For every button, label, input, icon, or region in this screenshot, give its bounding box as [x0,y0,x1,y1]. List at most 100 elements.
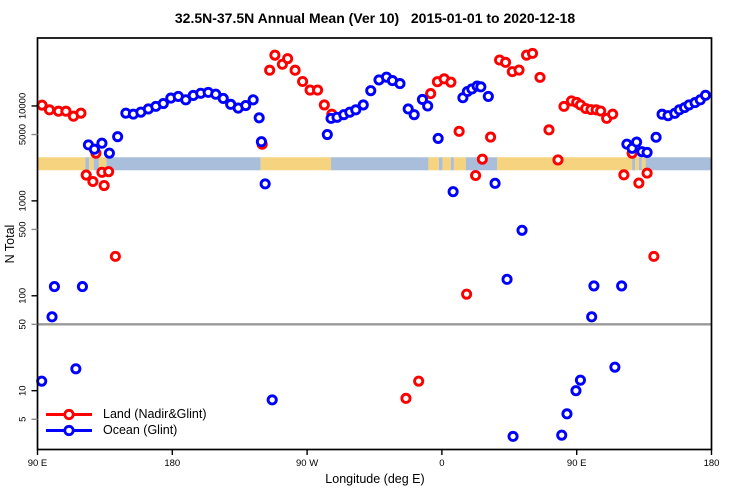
land-band-segment [260,157,332,171]
ocean-data-point [266,394,278,406]
land-data-point [633,177,645,189]
ocean-data-point [641,146,653,158]
ocean-data-point [365,85,377,97]
ocean-band-segment [331,157,429,171]
land-data-point [526,47,539,59]
ocean-data-point [609,361,621,373]
ocean-data-point [432,132,444,144]
land-band-segment [453,157,466,171]
land-data-point [289,64,301,76]
land-data-point [534,71,546,83]
land-data-point [425,88,437,100]
ocean-data-point [357,99,369,111]
ocean-data-point [350,104,362,116]
y-tick-label: 5000 [18,124,29,145]
land-band-segment [497,157,633,171]
land-band-segment [89,157,94,171]
ocean-data-point [501,273,513,285]
land-band-segment [641,157,646,171]
land-data-point [461,288,473,300]
ocean-data-point [650,131,662,143]
legend-item-ocean: Ocean (Glint) [44,422,207,438]
y-tick-label: 1000 [18,190,29,211]
ocean-data-point [570,385,582,397]
ocean-data-point [394,78,406,90]
y-tick-label: 10 [18,385,29,396]
ocean-data-point [247,94,259,106]
x-tick-label: 90 E [28,458,48,469]
x-tick-label: 0 [439,458,444,469]
ocean-data-point [631,136,643,148]
ocean-data-point [36,375,48,387]
x-tick-label: 180 [164,458,180,469]
land-data-point [513,64,525,76]
x-tick-label: 90 W [296,458,318,469]
legend-label-ocean: Ocean (Glint) [103,422,178,437]
ocean-data-point [255,136,267,148]
legend-item-land: Land (Nadir&Glint) [44,406,207,422]
plot-frame [36,37,713,451]
ocean-band-segment [638,157,642,171]
land-data-point [485,131,497,143]
land-band-segment [37,157,86,171]
ocean-data-point [46,311,58,323]
land-data-point [552,154,564,166]
land-data-point [413,375,425,387]
ocean-data-point [586,311,598,323]
ocean-band-segment [450,157,454,171]
land-data-point [43,104,56,116]
ocean-data-point [561,408,573,420]
land-band-segment [428,157,439,171]
land-data-point [470,169,482,182]
land-data-point [297,75,309,88]
land-data-point [318,99,330,111]
land-data-point [103,166,115,178]
x-axis-label: Longitude (deg E) [325,472,425,486]
land-data-point [453,125,465,137]
ocean-band-segment [438,157,443,171]
ocean-data-point [76,281,88,293]
land-data-point [282,53,294,65]
chart-title: 32.5N-37.5N Annual Mean (Ver 10) 2015-01… [174,10,576,26]
land-data-point [618,169,630,181]
land-data-point [400,392,412,404]
ocean-data-point [507,430,519,442]
land-data-point [558,100,570,112]
ocean-data-point [157,98,169,110]
land-data-point [98,179,110,192]
ocean-data-point [88,143,100,155]
ocean-data-point [616,280,628,292]
ocean-data-point [574,374,586,386]
land-data-point [75,107,87,119]
y-tick-label: 10000 [18,93,29,119]
land-data-point [109,250,121,262]
x-tick-label: 180 [704,458,720,469]
ocean-data-point [103,147,115,159]
land-band-segment [635,157,639,171]
land-data-point [445,76,457,88]
land-data-point [476,153,488,165]
ocean-band-segment [85,157,90,171]
land-data-point [595,105,607,117]
legend-label-land: Land (Nadir&Glint) [103,406,207,421]
land-data-point [87,175,99,188]
ocean-data-point [516,224,528,236]
land-data-point [80,169,92,181]
ocean-band-segment [106,157,261,171]
land-data-point [264,64,276,76]
ocean-data-point [447,186,459,198]
land-data-point [543,124,555,136]
land-series-symbol [46,408,92,420]
ocean-data-point [699,89,712,101]
land-band-segment [98,157,107,171]
ocean-data-point [112,131,124,143]
ocean-data-point [408,109,420,121]
ocean-data-point [240,99,252,112]
y-tick-label: 50 [18,319,29,330]
land-data-point [641,167,653,179]
ocean-data-point [217,92,229,104]
y-tick-label: 100 [18,288,29,304]
ocean-data-point [422,100,434,112]
ocean-data-point [48,281,60,293]
